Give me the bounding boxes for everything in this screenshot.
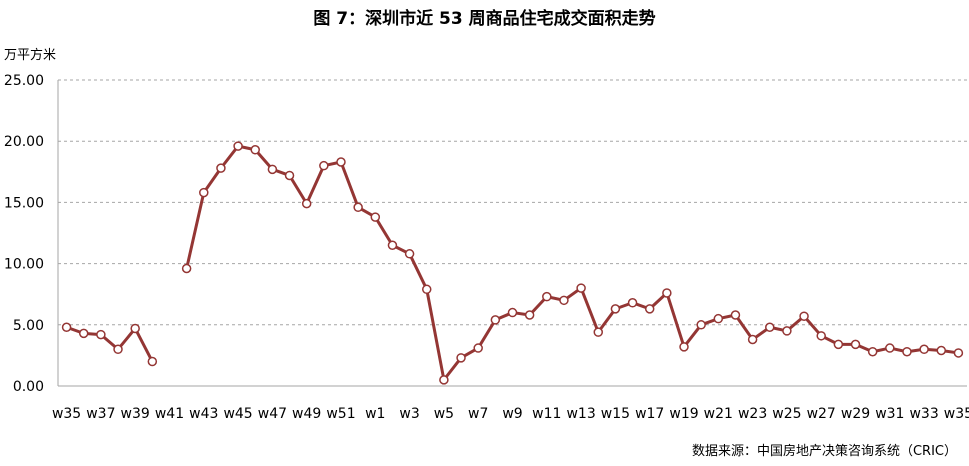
x-tick-label: w15 xyxy=(601,406,630,422)
y-axis-unit-label: 万平方米 xyxy=(4,48,57,63)
data-point xyxy=(78,328,89,339)
data-point xyxy=(524,310,535,320)
data-point xyxy=(490,315,501,325)
data-point xyxy=(96,329,106,340)
x-tick-label: w27 xyxy=(807,406,836,422)
data-point xyxy=(782,326,792,336)
series-line-path xyxy=(66,144,959,382)
y-tick-label: 15.00 xyxy=(4,195,44,211)
data-point xyxy=(456,353,466,363)
data-point xyxy=(747,334,758,345)
x-tick-label: w19 xyxy=(669,406,698,422)
x-tick-label: w45 xyxy=(223,406,252,422)
series-points xyxy=(61,141,964,385)
y-tick-label: 20.00 xyxy=(4,134,44,150)
data-point xyxy=(662,288,672,298)
x-tick-label: w13 xyxy=(566,406,595,422)
series-line xyxy=(66,144,959,382)
data-point xyxy=(936,345,947,356)
data-point xyxy=(216,163,226,173)
data-point xyxy=(542,291,552,302)
data-point xyxy=(439,375,449,385)
x-tick-label: w25 xyxy=(772,406,801,422)
x-tick-label: w33 xyxy=(909,406,938,422)
data-point xyxy=(507,307,518,318)
data-point xyxy=(421,284,432,295)
x-tick-label: w23 xyxy=(738,406,767,422)
x-tick-label: w3 xyxy=(399,406,419,422)
data-point xyxy=(61,322,72,332)
data-point xyxy=(147,356,158,367)
x-tick-label: w43 xyxy=(189,406,218,422)
gridlines xyxy=(57,79,967,387)
data-point xyxy=(765,322,775,332)
x-tick-label: w29 xyxy=(841,406,870,422)
data-point xyxy=(267,164,278,175)
data-point xyxy=(181,263,192,274)
x-tick-label: w51 xyxy=(326,406,355,422)
data-point xyxy=(370,212,381,222)
data-point xyxy=(850,339,861,350)
data-point xyxy=(919,344,929,355)
y-tick-label: 10.00 xyxy=(4,257,44,273)
data-point xyxy=(816,331,826,341)
data-point xyxy=(250,145,260,155)
data-point xyxy=(130,323,140,334)
chart-title: 图 7：深圳市近 53 周商品住宅成交面积走势 xyxy=(313,9,656,29)
data-point xyxy=(799,311,809,321)
data-point xyxy=(902,346,912,357)
data-point xyxy=(559,295,569,306)
data-point xyxy=(404,249,415,259)
data-point xyxy=(885,343,895,353)
x-tick-labels: w35 w37 w39 w41 w43 w45 w47 w49 w51 w1 w3 w5 w7 w9 w11… xyxy=(52,406,969,422)
x-tick-label: w9 xyxy=(502,406,522,422)
y-tick-label: 25.00 xyxy=(4,73,44,89)
data-point xyxy=(336,157,346,167)
data-point xyxy=(610,304,621,314)
data-source-note: 数据来源：中国房地产决策咨询系统（CRIC） xyxy=(691,444,957,459)
data-point xyxy=(353,202,363,213)
data-point xyxy=(113,344,123,355)
x-tick-label: w37 xyxy=(86,406,115,422)
x-tick-label: w39 xyxy=(121,406,150,422)
data-point xyxy=(833,339,844,350)
x-tick-label: w1 xyxy=(365,406,385,422)
data-point xyxy=(953,348,964,358)
data-point xyxy=(473,343,483,353)
x-tick-label: w41 xyxy=(155,406,184,422)
data-point xyxy=(284,170,295,181)
data-point xyxy=(319,160,329,171)
x-tick-label: w31 xyxy=(875,406,904,422)
y-tick-labels: 0.00 5.00 10.00 15.00 20.00 25.00 xyxy=(4,73,44,395)
x-tick-label: w35 xyxy=(52,406,81,422)
data-point xyxy=(713,313,724,324)
x-tick-label: w17 xyxy=(635,406,664,422)
data-point xyxy=(696,320,706,330)
x-tick-label: w47 xyxy=(258,406,287,422)
data-point xyxy=(644,304,655,314)
x-tick-label: w7 xyxy=(468,406,488,422)
data-point xyxy=(301,198,312,209)
data-point xyxy=(730,310,741,320)
data-point xyxy=(627,298,638,308)
data-point xyxy=(199,187,209,198)
data-point xyxy=(387,240,398,250)
data-point xyxy=(867,346,878,357)
x-tick-label: w35 xyxy=(944,406,969,422)
x-tick-label: w11 xyxy=(532,406,561,422)
x-tick-label: w21 xyxy=(704,406,733,422)
data-point xyxy=(593,327,604,337)
data-point xyxy=(576,283,586,293)
y-tick-label: 0.00 xyxy=(13,379,44,395)
y-tick-label: 5.00 xyxy=(13,318,44,334)
x-tick-label: w49 xyxy=(292,406,321,422)
x-tick-label: w5 xyxy=(434,406,454,422)
data-point xyxy=(679,342,689,352)
data-point xyxy=(233,141,243,151)
